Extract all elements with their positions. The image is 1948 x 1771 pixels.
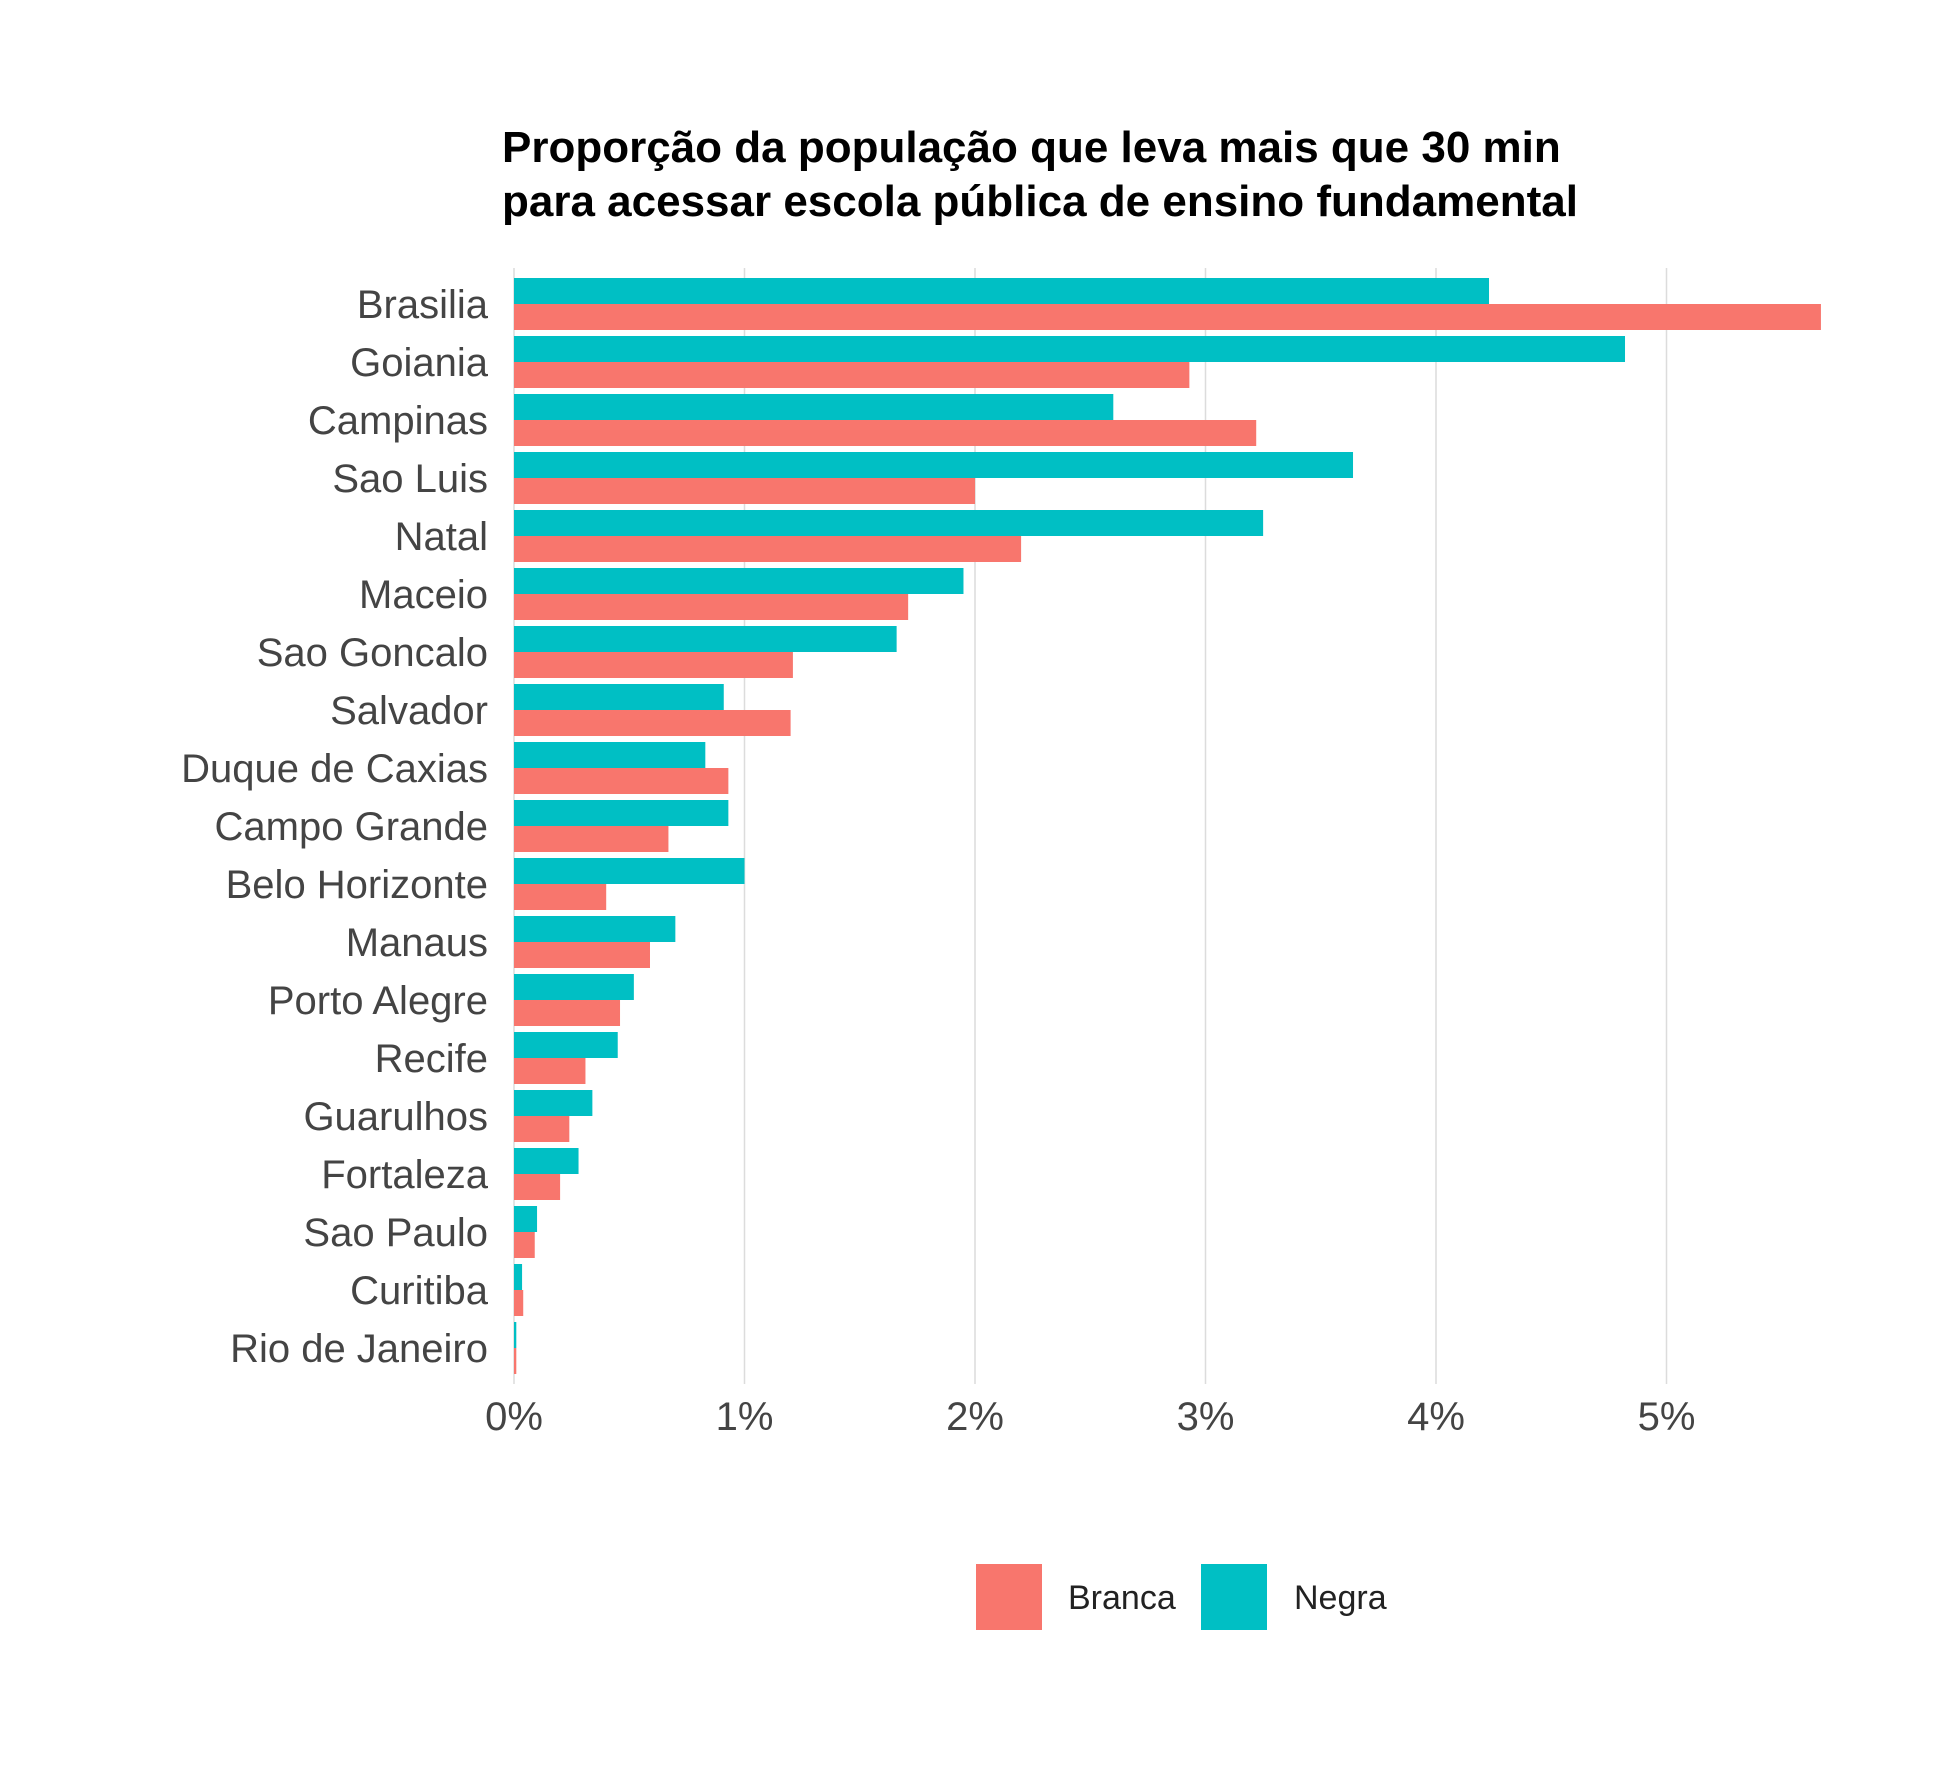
- category-label: Guarulhos: [303, 1095, 488, 1139]
- category-label: Goiania: [350, 341, 489, 385]
- category-label: Campo Grande: [215, 805, 488, 849]
- x-tick-label: 2%: [946, 1395, 1004, 1439]
- category-label: Sao Paulo: [303, 1211, 488, 1255]
- bar-branca-duque-de-caxias: [514, 768, 729, 794]
- category-label: Manaus: [346, 921, 488, 965]
- category-label: Porto Alegre: [268, 979, 488, 1023]
- bar-branca-fortaleza: [514, 1174, 561, 1200]
- bar-negra-goiania: [514, 336, 1626, 362]
- bar-branca-porto-alegre: [514, 1000, 621, 1026]
- bar-branca-curitiba: [514, 1290, 524, 1316]
- legend-key-branca: [976, 1564, 1042, 1630]
- category-label: Belo Horizonte: [226, 863, 488, 907]
- bar-negra-duque-de-caxias: [514, 742, 706, 768]
- bar-branca-natal: [514, 536, 1022, 562]
- legend-key-negra: [1201, 1564, 1267, 1630]
- category-label: Recife: [375, 1037, 488, 1081]
- category-labels: Brasilia Goiania Campinas Sao Luis Natal Mace…: [181, 283, 489, 1371]
- bar-branca-salvador: [514, 710, 791, 736]
- bar-branca-sao-paulo: [514, 1232, 535, 1258]
- bar-negra-fortaleza: [514, 1148, 579, 1174]
- bar-negra-guarulhos: [514, 1090, 593, 1116]
- category-label: Sao Goncalo: [257, 631, 488, 675]
- category-label: Brasilia: [357, 283, 489, 327]
- bar-branca-maceio: [514, 594, 909, 620]
- bar-negra-natal: [514, 510, 1264, 536]
- category-label: Rio de Janeiro: [230, 1327, 488, 1371]
- category-label: Fortaleza: [321, 1153, 488, 1197]
- bar-negra-porto-alegre: [514, 974, 634, 1000]
- legend: Branca Negra: [976, 1564, 1387, 1630]
- chart-title: Proporção da população que leva mais que…: [502, 123, 1578, 226]
- category-label: Duque de Caxias: [181, 747, 488, 791]
- bar-negra-maceio: [514, 568, 964, 594]
- legend-label-negra: Negra: [1294, 1579, 1387, 1617]
- bar-branca-rio-de-janeiro: [514, 1348, 517, 1374]
- x-tick-label: 1%: [716, 1395, 774, 1439]
- bar-negra-sao-paulo: [514, 1206, 538, 1232]
- bar-branca-sao-goncalo: [514, 652, 793, 678]
- category-label: Salvador: [330, 689, 488, 733]
- category-label: Maceio: [359, 573, 488, 617]
- bar-negra-recife: [514, 1032, 618, 1058]
- bar-branca-sao-luis: [514, 478, 975, 504]
- legend-label-branca: Branca: [1068, 1579, 1176, 1617]
- x-axis-ticks: 0% 1% 2% 3% 4% 5%: [485, 1395, 1695, 1439]
- category-label: Natal: [395, 515, 488, 559]
- bar-branca-campo-grande: [514, 826, 669, 852]
- bar-negra-salvador: [514, 684, 724, 710]
- bar-branca-campinas: [514, 420, 1257, 446]
- bar-negra-brasilia: [514, 278, 1490, 304]
- bar-negra-curitiba: [514, 1264, 523, 1290]
- bar-negra-sao-goncalo: [514, 626, 897, 652]
- chart-title-line-2: para acessar escola pública de ensino fu…: [502, 177, 1578, 226]
- x-tick-label: 3%: [1177, 1395, 1235, 1439]
- x-tick-label: 0%: [485, 1395, 543, 1439]
- category-label: Sao Luis: [332, 457, 488, 501]
- bar-branca-goiania: [514, 362, 1190, 388]
- bar-negra-campinas: [514, 394, 1114, 420]
- bar-negra-rio-de-janeiro: [514, 1322, 517, 1348]
- bar-branca-guarulhos: [514, 1116, 570, 1142]
- bar-negra-belo-horizonte: [514, 858, 745, 884]
- category-label: Curitiba: [350, 1269, 489, 1313]
- bars: [514, 278, 1821, 1374]
- bar-branca-manaus: [514, 942, 650, 968]
- x-tick-label: 5%: [1638, 1395, 1696, 1439]
- bar-branca-recife: [514, 1058, 586, 1084]
- category-label: Campinas: [308, 399, 488, 443]
- bar-negra-manaus: [514, 916, 676, 942]
- bar-branca-brasilia: [514, 304, 1821, 330]
- bar-negra-campo-grande: [514, 800, 729, 826]
- chart-title-line-1: Proporção da população que leva mais que…: [502, 123, 1561, 172]
- bar-branca-belo-horizonte: [514, 884, 607, 910]
- x-tick-label: 4%: [1407, 1395, 1465, 1439]
- bar-negra-sao-luis: [514, 452, 1354, 478]
